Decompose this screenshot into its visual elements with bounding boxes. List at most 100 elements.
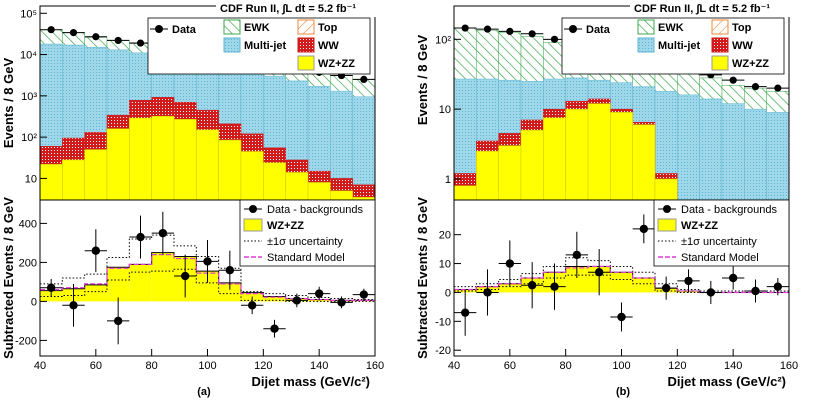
subtracted-point xyxy=(594,268,604,277)
legend-multijet-label: Multi-jet xyxy=(658,40,700,52)
x-tick-label: 100 xyxy=(198,360,216,372)
subtracted-point xyxy=(550,282,559,291)
y-tick-label: -20 xyxy=(435,345,451,357)
y-tick-label: 10 xyxy=(439,259,451,271)
y-tick-label: 400 xyxy=(19,218,37,230)
subtracted-point xyxy=(661,283,671,293)
subtracted-point xyxy=(314,289,324,298)
bar-wzzz xyxy=(330,190,353,201)
panel-b-label: (b) xyxy=(616,386,630,398)
subtracted-point xyxy=(113,316,123,326)
bar-wzzz xyxy=(151,116,175,201)
legend-wzzz-label: WZ+ZZ xyxy=(732,58,769,70)
bar-wzzz xyxy=(476,150,499,201)
bar-wzzz xyxy=(543,117,566,201)
x-tick-label: 160 xyxy=(366,360,384,372)
data-point xyxy=(47,26,55,34)
subtracted-point xyxy=(91,246,101,255)
y-tick-label: 10⁵ xyxy=(20,8,37,20)
wzzz-bar xyxy=(218,282,241,302)
subtracted-point xyxy=(639,224,649,234)
subtracted-point xyxy=(46,283,56,292)
bar-wzzz xyxy=(520,129,544,201)
legend-sm-label: Standard Model xyxy=(267,252,345,264)
subtracted-point xyxy=(572,250,582,260)
x-tick-label: 120 xyxy=(668,360,686,372)
panel-a-bottom-ylabel: Subtracted Events / 8 GeV xyxy=(1,197,16,359)
panel-b-xticks: 40 60 80 100 120 140 160 xyxy=(448,349,798,372)
subtracted-point xyxy=(483,288,492,297)
wzzz-bar xyxy=(610,272,633,293)
data-point xyxy=(483,25,492,33)
panel-a-bottom-yticks: -200 0 200 400 xyxy=(15,218,47,347)
legend-multijet-swatch xyxy=(223,37,241,53)
legend-wzzz-swatch xyxy=(243,218,263,232)
panel-a-top-ylabel: Events / 8 GeV xyxy=(1,58,16,149)
panel-b-bottom-points xyxy=(454,214,789,336)
x-tick-label: 120 xyxy=(254,360,272,372)
data-point xyxy=(751,83,760,91)
legend-ww-label: WW xyxy=(732,40,753,52)
x-tick-label: 140 xyxy=(310,360,328,372)
legend-data-bkg-label: Data - backgrounds xyxy=(681,204,777,216)
panel-b-legend-top: Data EWK Top Multi-jet WW WZ+ZZ xyxy=(561,17,785,75)
subtracted-point xyxy=(158,228,168,238)
subtracted-point xyxy=(706,288,716,297)
legend-unc-label: ±1σ uncertainty xyxy=(681,236,757,248)
legend-data-label: Data xyxy=(172,24,197,36)
subtracted-point xyxy=(225,266,235,275)
panel-a-top-yticks: 10 10² 10³ 10⁴ 10⁵ xyxy=(20,8,47,185)
subtracted-point xyxy=(180,271,190,281)
legend-ewk-label: EWK xyxy=(658,22,684,34)
y-tick-label: -10 xyxy=(435,316,451,328)
bar-multijet xyxy=(677,94,700,201)
wzzz-bar xyxy=(498,283,521,293)
data-marker-icon xyxy=(663,205,671,213)
subtracted-point xyxy=(728,273,738,283)
x-tick-label: 40 xyxy=(34,360,46,372)
panel-b-top-ylabel: Events / 8 GeV xyxy=(415,35,430,126)
data-point xyxy=(729,76,737,84)
wzzz-bar xyxy=(84,284,107,302)
y-tick-label: 0 xyxy=(31,296,37,308)
bar-wzzz xyxy=(84,149,108,201)
bar-wzzz xyxy=(129,117,152,201)
subtracted-point xyxy=(337,298,346,307)
x-tick-label: 60 xyxy=(90,360,102,372)
panel-a-legend-bottom: Data - backgrounds WZ+ZZ ±1σ uncertainty… xyxy=(239,199,376,267)
panel-a-xlabel: Dijet mass (GeV/c²) xyxy=(252,374,371,389)
data-point xyxy=(114,36,122,45)
legend-ewk-label: EWK xyxy=(244,22,270,34)
bar-wzzz xyxy=(263,162,286,201)
subtracted-point xyxy=(527,281,537,290)
data-point xyxy=(92,33,100,41)
bar-multijet xyxy=(352,96,376,201)
legend-wzzz-label: WZ+ZZ xyxy=(318,58,355,70)
x-tick-label: 140 xyxy=(724,360,742,372)
subtracted-point xyxy=(292,296,302,305)
legend-multijet-swatch xyxy=(637,37,655,53)
y-tick-label: 10² xyxy=(435,34,451,46)
subtracted-point xyxy=(136,232,145,242)
bar-wzzz xyxy=(610,112,633,201)
legend-wzzz-label: WZ+ZZ xyxy=(681,220,718,232)
x-tick-label: 40 xyxy=(448,360,460,372)
y-tick-label: 200 xyxy=(19,257,37,269)
data-point xyxy=(774,84,782,92)
bar-multijet xyxy=(699,98,723,201)
bar-wzzz xyxy=(285,172,309,201)
x-tick-label: 60 xyxy=(504,360,516,372)
subtracted-point xyxy=(69,301,78,310)
panel-a-legend-top: Data EWK Top Multi-jet WW WZ+ZZ xyxy=(147,17,371,75)
y-tick-label: 10 xyxy=(439,104,451,116)
x-tick-label: 160 xyxy=(780,360,798,372)
data-point xyxy=(550,35,559,43)
y-tick-label: 20 xyxy=(439,230,451,242)
subtracted-point xyxy=(247,301,257,310)
sm-line xyxy=(40,253,375,302)
bar-wzzz xyxy=(498,145,522,201)
y-tick-label: 10⁴ xyxy=(20,50,37,62)
subtracted-point xyxy=(617,312,626,322)
legend-multijet-label: Multi-jet xyxy=(244,40,286,52)
